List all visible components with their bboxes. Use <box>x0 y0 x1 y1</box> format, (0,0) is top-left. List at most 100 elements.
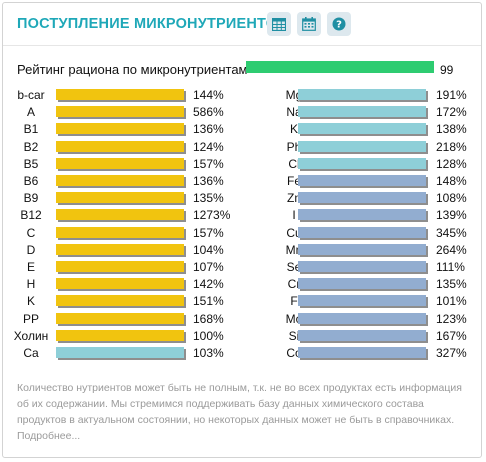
nutrient-percent: 157% <box>193 157 224 171</box>
nutrient-bar <box>56 278 184 289</box>
panel-header: ПОСТУПЛЕНИЕ МИКРОНУТРИЕНТОВ <box>3 3 481 46</box>
nutrient-bar <box>56 295 184 306</box>
nutrient-bar <box>298 106 426 117</box>
diet-rating-label: Рейтинг рациона по микронутриентам <box>17 62 248 77</box>
nutrient-row-left: B12 1273% <box>11 207 230 223</box>
nutrient-bar <box>298 192 426 203</box>
nutrient-bar <box>56 192 184 203</box>
nutrient-name: F <box>290 294 298 308</box>
nutrient-bar <box>298 209 426 220</box>
nutrient-name: Ca <box>23 346 39 360</box>
nutrient-row-left: B2 124% <box>11 139 224 155</box>
table-view-button[interactable] <box>267 12 291 36</box>
nutrient-name: PP <box>22 312 39 326</box>
table-icon <box>272 17 286 31</box>
nutrient-row-right: Ph 218% <box>279 139 479 155</box>
nutrient-percent: 167% <box>436 329 467 343</box>
calendar-button[interactable] <box>297 12 321 36</box>
nutrient-percent: 1273% <box>193 208 231 222</box>
nutrient-bar <box>298 313 426 324</box>
nutrient-bar <box>298 89 426 100</box>
nutrient-percent: 128% <box>436 157 467 171</box>
nutrient-name: K <box>289 122 298 136</box>
nutrient-row-left: C 157% <box>11 225 224 241</box>
nutrient-row-right: F 101% <box>279 293 479 309</box>
nutrient-percent: 142% <box>193 277 224 291</box>
nutrient-name: B9 <box>23 191 39 205</box>
nutrient-bar <box>56 227 184 238</box>
question-icon: ? <box>332 17 346 31</box>
nutrient-row-left: PP 168% <box>11 311 224 327</box>
nutrient-percent: 124% <box>193 140 224 154</box>
nutrient-name: I <box>292 208 296 222</box>
nutrient-name: B1 <box>23 122 39 136</box>
nutrient-row-right: Cr 135% <box>279 276 479 292</box>
nutrient-bar <box>298 278 426 289</box>
nutrient-bar <box>56 158 184 169</box>
nutrient-row-left: B6 136% <box>11 173 224 189</box>
nutrient-bar <box>56 106 184 117</box>
nutrient-bar <box>298 244 426 255</box>
nutrient-percent: 111% <box>436 260 465 274</box>
nutrient-bar <box>298 175 426 186</box>
nutrient-bar <box>56 141 184 152</box>
nutrient-percent: 172% <box>436 105 467 119</box>
nutrient-name: Cu <box>286 226 302 240</box>
micronutrient-panel: ПОСТУПЛЕНИЕ МИКРОНУТРИЕНТОВ <box>2 2 482 458</box>
nutrient-row-left: B1 136% <box>11 121 224 137</box>
nutrient-name: K <box>26 294 35 308</box>
nutrient-bar <box>56 123 184 134</box>
nutrient-percent: 144% <box>193 88 224 102</box>
nutrient-bar <box>298 227 426 238</box>
nutrient-row-right: Na 172% <box>279 104 479 120</box>
nutrient-row-right: Cu 345% <box>279 225 479 241</box>
nutrient-percent: 104% <box>193 243 224 257</box>
nutrient-percent: 135% <box>436 277 467 291</box>
nutrient-percent: 135% <box>193 191 224 205</box>
nutrient-bar <box>56 175 184 186</box>
nutrient-row-left: K 151% <box>11 293 224 309</box>
nutrient-row-right: K 138% <box>279 121 479 137</box>
nutrient-bar <box>298 158 426 169</box>
nutrient-name: D <box>26 243 36 257</box>
nutrient-row-left: E 107% <box>11 259 224 275</box>
nutrient-percent: 151% <box>193 294 224 308</box>
nutrient-row-right: Zn 108% <box>279 190 479 206</box>
diet-rating-value: 99 <box>440 63 454 77</box>
nutrient-row-right: Cl 128% <box>279 156 479 172</box>
nutrient-name: Fe <box>286 174 301 188</box>
nutrient-bar <box>298 347 426 358</box>
nutrient-name: Cr <box>287 277 301 291</box>
nutrient-name: Холин <box>13 329 49 343</box>
help-button[interactable]: ? <box>327 12 351 36</box>
nutrient-row-right: Fe 148% <box>279 173 479 189</box>
nutrient-name: C <box>26 226 36 240</box>
nutrient-name: H <box>26 277 36 291</box>
nutrient-bar <box>56 209 184 220</box>
nutrient-percent: 103% <box>193 346 224 360</box>
nutrient-percent: 107% <box>193 260 224 274</box>
nutrient-percent: 136% <box>193 122 224 136</box>
nutrient-bar <box>56 313 184 324</box>
nutrient-name: b-car <box>17 88 45 102</box>
nutrient-row-left: B9 135% <box>11 190 224 206</box>
nutrient-row-left: H 142% <box>11 276 224 292</box>
nutrient-name: Co <box>286 346 302 360</box>
nutrient-percent: 264% <box>436 243 467 257</box>
nutrient-name: E <box>26 260 35 274</box>
nutrient-bar <box>298 295 426 306</box>
nutrient-bar <box>298 141 426 152</box>
nutrient-row-right: Mg 191% <box>279 87 479 103</box>
nutrient-percent: 100% <box>193 329 224 343</box>
nutrient-row-right: I 139% <box>279 207 479 223</box>
nutrient-name: Cl <box>288 157 300 171</box>
nutrient-row-left: B5 157% <box>11 156 224 172</box>
disclaimer-note: Количество нутриентов может быть не полн… <box>17 382 462 442</box>
nutrient-name: Se <box>286 260 302 274</box>
nutrient-bar <box>56 261 184 272</box>
nutrient-percent: 139% <box>436 208 467 222</box>
nutrient-row-left: b-car 144% <box>11 87 223 103</box>
nutrient-row-left: Холин 100% <box>11 328 224 344</box>
nutrient-percent: 148% <box>436 174 467 188</box>
nutrient-row-right: Se 111% <box>279 259 479 275</box>
